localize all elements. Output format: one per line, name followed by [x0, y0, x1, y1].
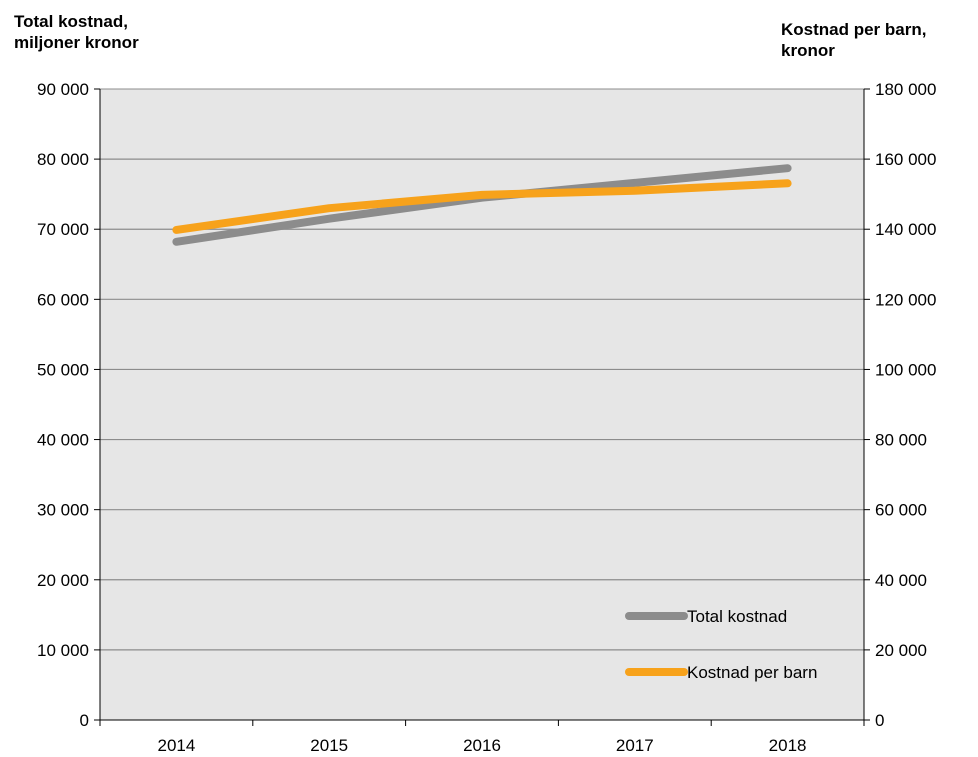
right-tick-label: 60 000 [875, 501, 927, 520]
right-tick-label: 0 [875, 711, 884, 730]
legend-label: Total kostnad [687, 607, 787, 626]
right-tick-label: 80 000 [875, 431, 927, 450]
right-tick-label: 140 000 [875, 220, 936, 239]
left-tick-label: 10 000 [37, 641, 89, 660]
left-tick-label: 90 000 [37, 80, 89, 99]
right-tick-label: 100 000 [875, 360, 936, 379]
x-tick-label: 2015 [310, 736, 348, 755]
right-tick-label: 160 000 [875, 150, 936, 169]
left-tick-label: 70 000 [37, 220, 89, 239]
left-tick-label: 60 000 [37, 290, 89, 309]
x-tick-label: 2014 [157, 736, 195, 755]
right-tick-label: 20 000 [875, 641, 927, 660]
right-tick-label: 120 000 [875, 290, 936, 309]
series-line-kostnad-per-barn [172, 179, 792, 234]
left-tick-label: 50 000 [37, 360, 89, 379]
left-tick-label: 0 [80, 711, 89, 730]
x-tick-label: 2017 [616, 736, 654, 755]
right-axis-title: Kostnad per barn, kronor [781, 20, 927, 60]
left-tick-label: 40 000 [37, 431, 89, 450]
left-tick-label: 30 000 [37, 501, 89, 520]
right-tick-label: 40 000 [875, 571, 927, 590]
x-tick-label: 2018 [769, 736, 807, 755]
left-tick-label: 20 000 [37, 571, 89, 590]
right-tick-label: 180 000 [875, 80, 936, 99]
x-tick-label: 2016 [463, 736, 501, 755]
left-axis-title: Total kostnad, miljoner kronor [14, 12, 139, 52]
legend-label: Kostnad per barn [687, 663, 817, 682]
left-tick-label: 80 000 [37, 150, 89, 169]
